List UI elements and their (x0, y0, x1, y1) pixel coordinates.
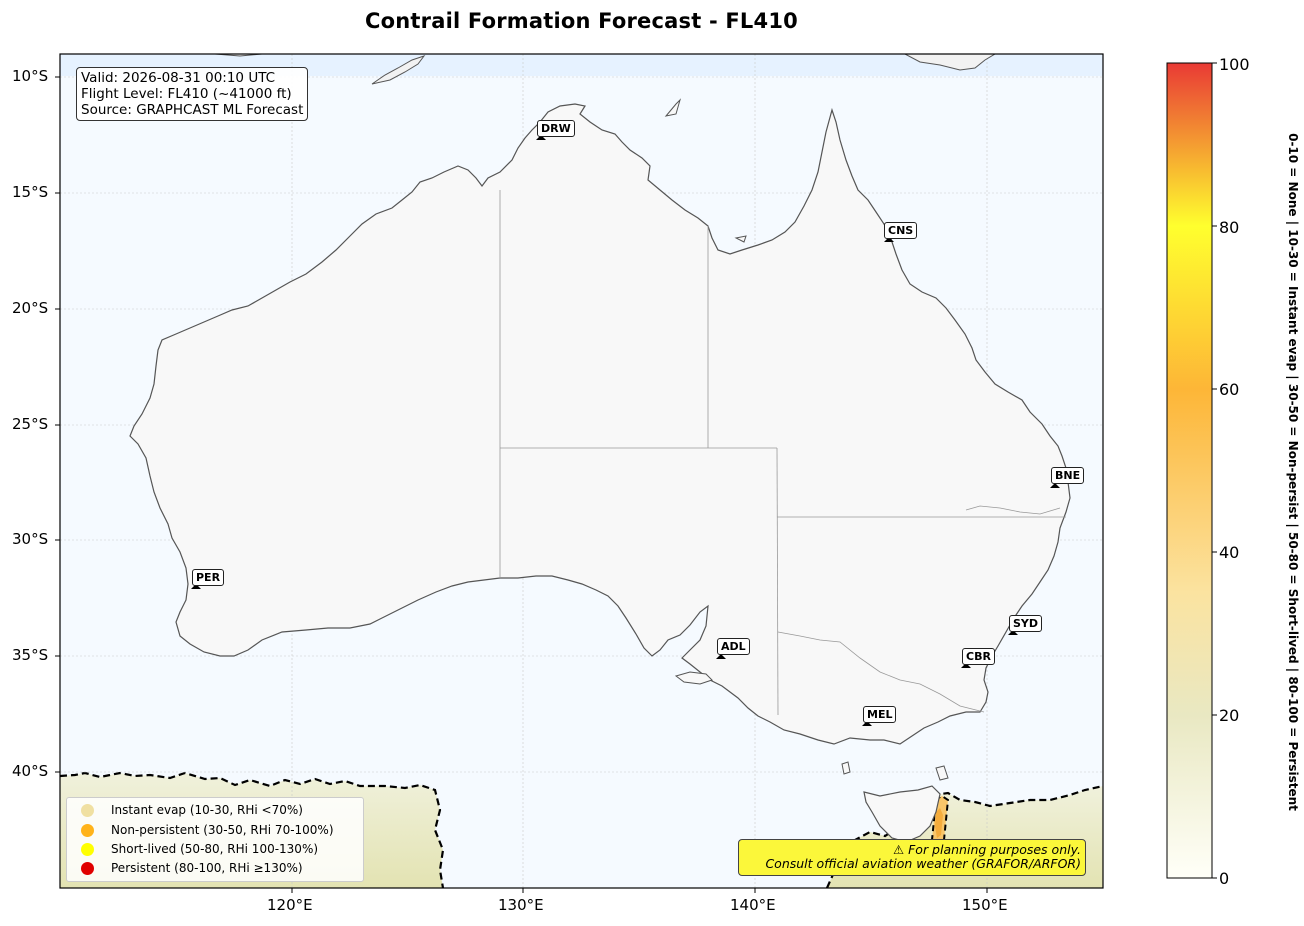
flight-level: Flight Level: FL410 (~41000 ft) (81, 86, 292, 102)
valid-time: Valid: 2026-08-31 00:10 UTC (81, 70, 276, 86)
legend-label: Non-persistent (30-50, RHi 70-100%) (111, 823, 334, 837)
australia-mainland (129, 103, 1071, 745)
map-frame (59, 53, 1104, 889)
timor (371, 55, 426, 85)
axis-tick-marks (55, 76, 988, 893)
mornington-island (734, 235, 747, 243)
kangaroo-island (674, 671, 713, 685)
legend-swatch-persistent (81, 862, 94, 875)
colorbar-category-text: 0-10 = None | 10-30 = Instant evap | 30-… (1286, 133, 1300, 811)
legend: Instant evap (10-30, RHi <70%) Non-persi… (66, 797, 364, 882)
state-borders (499, 190, 1066, 716)
colorbar-tick-label: 0 (1219, 869, 1230, 888)
chart-title: Contrail Formation Forecast - FL410 (365, 9, 798, 33)
warning-line-1: ⚠ For planning purposes only. (893, 842, 1081, 857)
threshold-contour-sw (60, 771, 445, 888)
legend-swatch-instant-evap (81, 804, 94, 817)
new-guinea (904, 54, 996, 71)
station-marker-drw (536, 135, 546, 140)
colorbar-tick-label: 40 (1219, 543, 1240, 562)
lon-tick-label: 130°E (498, 896, 544, 914)
station-markers (191, 135, 1060, 726)
forecast-info-box: Valid: 2026-08-31 00:10 UTC Flight Level… (76, 67, 309, 121)
threshold-contour-se (825, 784, 1103, 888)
lat-tick-label: 25°S (12, 415, 49, 433)
colorbar-category-label: 0-10 = None | 10-30 = Instant evap | 30-… (1286, 63, 1300, 881)
legend-swatch-non-persistent (81, 824, 94, 837)
tasmania (863, 785, 941, 843)
station-label-cbr: CBR (962, 648, 995, 665)
south-region-orange-core (935, 808, 943, 838)
station-label-bne: BNE (1051, 467, 1085, 484)
station-marker-mel (862, 721, 872, 726)
station-marker-bne (1050, 483, 1060, 488)
colorbar-tick-label: 60 (1219, 380, 1240, 399)
lat-tick-label: 20°S (12, 299, 49, 317)
colorbar-tick-label: 80 (1219, 218, 1240, 237)
station-marker-per (191, 584, 201, 589)
station-label-drw: DRW (537, 120, 575, 137)
king-island (841, 761, 851, 775)
planning-warning: ⚠ For planning purposes only. Consult of… (738, 839, 1086, 876)
colorbar-tick-label: 20 (1219, 706, 1240, 725)
station-marker-cns (884, 237, 894, 242)
lat-tick-label: 30°S (12, 530, 49, 548)
colorbar-tick-label: 100 (1219, 55, 1250, 74)
station-label-adl: ADL (717, 638, 750, 655)
station-marker-cbr (961, 663, 971, 668)
lon-tick-label: 140°E (730, 896, 776, 914)
data-source: Source: GRAPHCAST ML Forecast (81, 102, 304, 118)
lat-tick-label: 35°S (12, 646, 49, 664)
legend-label: Instant evap (10-30, RHi <70%) (111, 803, 303, 817)
station-label-mel: MEL (863, 706, 897, 723)
legend-swatch-short-lived (81, 843, 94, 856)
legend-label: Persistent (80-100, RHi ≥130%) (111, 861, 303, 875)
lon-tick-label: 150°E (962, 896, 1008, 914)
north-band (60, 54, 1103, 76)
lat-tick-label: 40°S (12, 762, 49, 780)
colorbar (1166, 62, 1213, 879)
warning-line-2: Consult official aviation weather (GRAFO… (765, 856, 1081, 871)
station-marker-syd (1008, 630, 1018, 635)
lat-tick-label: 10°S (12, 67, 49, 85)
station-label-syd: SYD (1009, 615, 1043, 632)
groote-eylandt (664, 98, 682, 117)
lat-tick-label: 15°S (12, 183, 49, 201)
legend-label: Short-lived (50-80, RHi 100-130%) (111, 842, 319, 856)
lon-tick-label: 120°E (267, 896, 313, 914)
colorbar-ticks (1212, 62, 1217, 879)
station-marker-adl (716, 654, 726, 659)
station-label-per: PER (192, 569, 225, 586)
flinders-island (935, 765, 949, 781)
station-label-cns: CNS (884, 222, 918, 239)
